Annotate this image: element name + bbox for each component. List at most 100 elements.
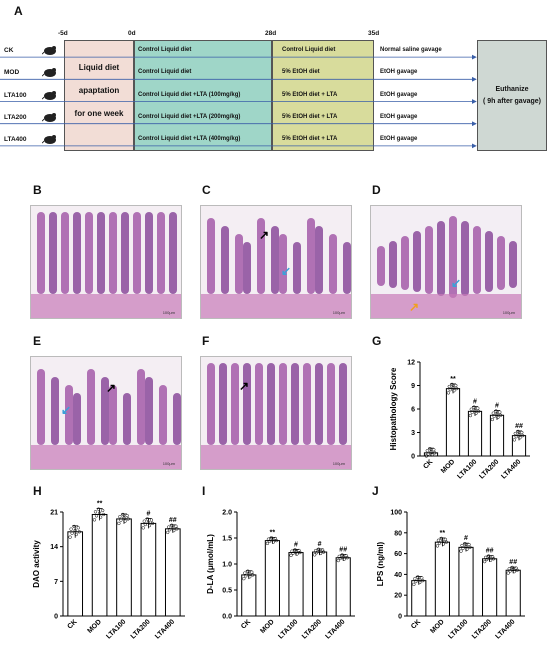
data-point (414, 579, 418, 584)
data-point (467, 542, 471, 547)
data-point (147, 523, 152, 528)
data-point (469, 407, 473, 411)
data-point (424, 454, 429, 458)
bar (264, 540, 280, 617)
bar (445, 388, 461, 457)
data-point (491, 411, 495, 415)
data-point (142, 519, 146, 523)
data-point (474, 411, 478, 416)
data-point (464, 544, 468, 549)
phase1-text: Control Liquid diet (138, 47, 192, 54)
timeline-label-day28: 28d (265, 30, 277, 37)
bar (505, 569, 521, 617)
data-point (244, 574, 248, 578)
data-point (498, 410, 502, 414)
chart-lps: 0 20 40 60 80 100 LPS (ng/ml) CK ** MOD # LTA100 ## L… (376, 510, 525, 641)
y-axis-label: D-LA (μmol/mL) (206, 534, 215, 594)
data-point (175, 527, 179, 531)
treatment-timeline: -5d 0d 28d 35d Liquid diet apaptation fo… (0, 0, 550, 160)
panel-label-d: D (372, 183, 381, 197)
data-point (433, 451, 437, 455)
gavage-text: EtOH gavage (380, 91, 418, 98)
euthanize-box (477, 40, 547, 151)
y-tick-label: 21 (50, 510, 58, 517)
data-point (499, 413, 503, 417)
data-point (490, 417, 495, 422)
data-point (443, 537, 448, 542)
data-point (77, 530, 81, 534)
mouse-icon (39, 110, 58, 122)
panel-label-h: H (33, 484, 42, 498)
x-tick-label: LTA100 (277, 618, 299, 640)
y-tick-label: 6 (411, 407, 415, 414)
y-axis-label: Histopathology Score (389, 367, 398, 450)
timeline-arrows (0, 54, 477, 149)
significance-mark: ** (450, 376, 456, 383)
data-point (446, 391, 451, 395)
data-point (488, 558, 493, 562)
data-point (448, 388, 452, 392)
y-tick-label: 0.0 (222, 614, 232, 621)
gavage-text: EtOH gavage (380, 69, 418, 76)
data-point (92, 518, 97, 522)
bar (434, 541, 450, 617)
data-point (119, 518, 123, 522)
data-point (447, 384, 451, 389)
x-tick-label: CK (422, 458, 434, 470)
data-point (437, 541, 442, 545)
bar (164, 528, 181, 617)
data-point (149, 518, 154, 522)
histology-image-e: ↗ ↙ 100μm (30, 356, 182, 470)
mouse-icon (39, 43, 58, 56)
significance-mark: ## (339, 547, 347, 554)
panel-label-i: I (202, 484, 206, 498)
chart-d-la: 0.0 0.5 1.0 1.5 2.0 D-LA (μmol/mL) CK ** MOD # LTA… (206, 510, 355, 641)
data-point (517, 432, 521, 437)
adaptation-box (64, 40, 134, 151)
black-arrow-c: ↗ (259, 228, 270, 242)
phase1-text: Control Liquid diet +LTA (200mg/kg) (138, 113, 241, 120)
bar (67, 531, 84, 617)
data-point (473, 408, 477, 412)
data-point (421, 578, 425, 583)
adaptation-line-2: apaptation (78, 86, 120, 95)
bar (288, 552, 304, 617)
x-tick-label: LTA400 (495, 618, 517, 640)
phase1-text: Control Liquid diet +LTA (100mg/kg) (138, 91, 241, 98)
data-point (118, 515, 122, 519)
data-point (494, 409, 498, 413)
y-tick-label: 1.5 (222, 536, 232, 543)
data-point (465, 547, 469, 551)
data-point (513, 431, 517, 436)
bar (140, 522, 157, 617)
data-point (413, 577, 417, 581)
gavage-text: Normal saline gavage (380, 47, 442, 54)
data-point (312, 553, 317, 557)
bar (482, 558, 498, 617)
panel-label-e: E (33, 334, 42, 348)
data-point (452, 389, 456, 393)
data-point (314, 551, 319, 555)
black-arrow-f: ↗ (239, 379, 250, 393)
x-tick-label: LTA200 (478, 458, 500, 480)
data-point (468, 413, 473, 418)
x-tick-label: MOD (87, 618, 104, 635)
histology-image-c: ↗ ↙ 100μm (200, 205, 352, 319)
data-point (338, 556, 342, 561)
y-tick-label: 0 (411, 454, 415, 461)
data-point (477, 409, 481, 413)
scale-bar-c: 100μm (332, 310, 345, 315)
data-point (101, 508, 105, 513)
significance-mark: # (318, 541, 322, 548)
y-tick-label: 80 (394, 530, 402, 537)
timeline-label-day35: 35d (368, 30, 380, 37)
data-point (248, 575, 252, 579)
data-point (336, 558, 340, 563)
bar (335, 557, 351, 617)
x-tick-label: LTA100 (105, 618, 127, 640)
data-point (482, 559, 487, 564)
blue-arrow-e: ↙ (61, 403, 72, 417)
phase1-text: Control Liquid diet +LTA (400mg/kg) (138, 135, 241, 142)
data-point (491, 557, 496, 561)
data-point (318, 551, 323, 556)
